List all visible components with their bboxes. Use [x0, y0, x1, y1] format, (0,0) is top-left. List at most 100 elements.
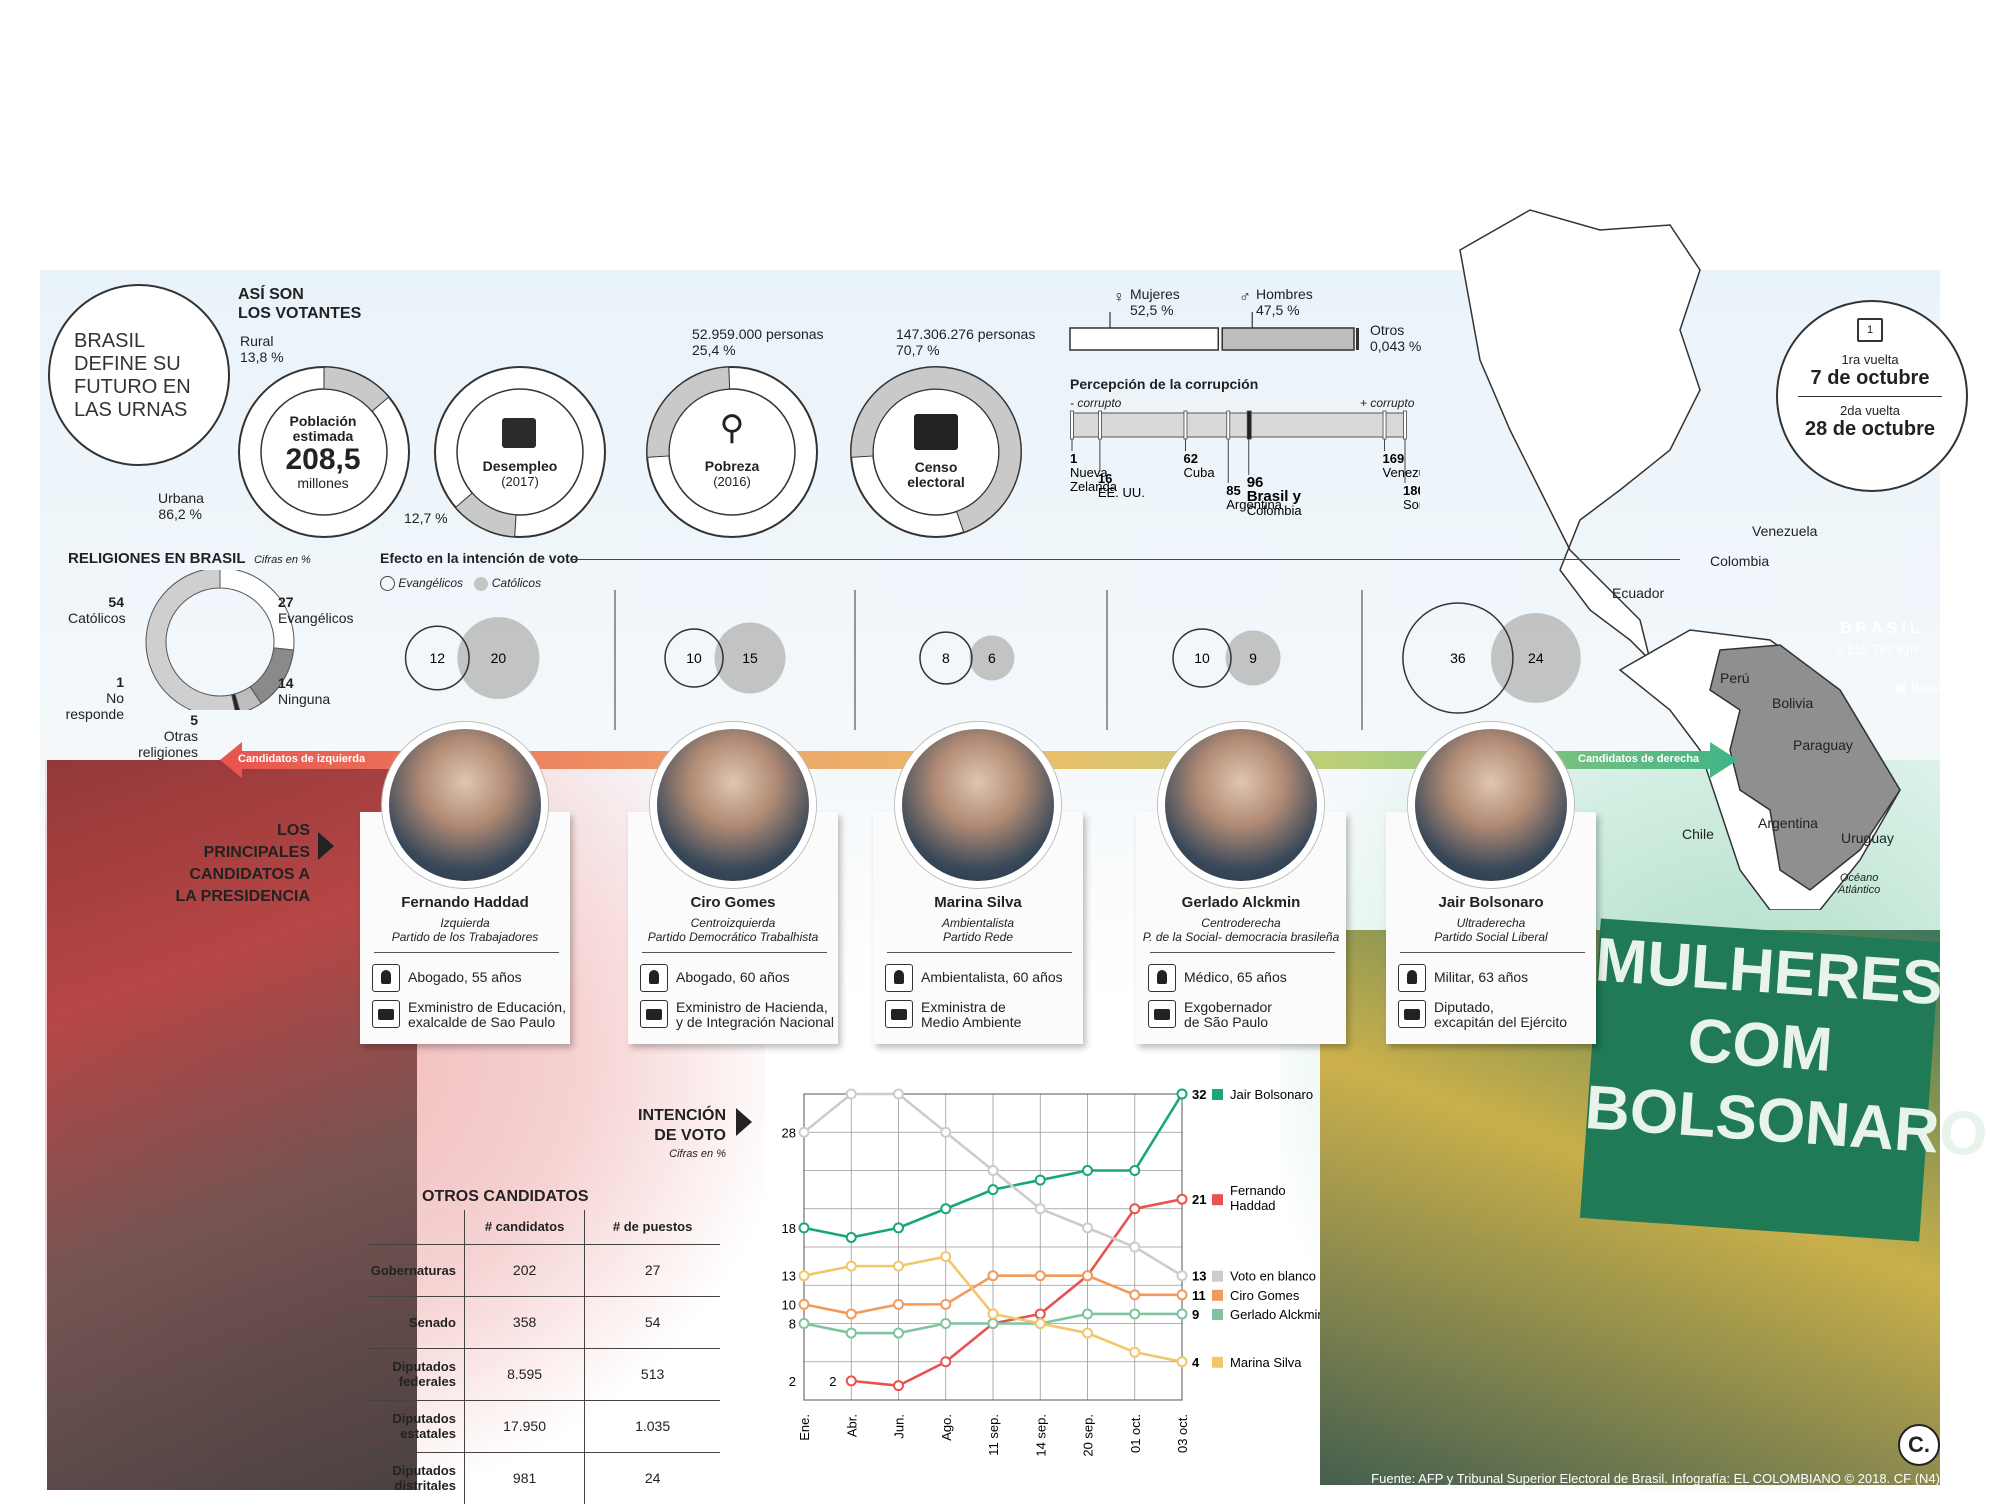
map-ocean1: Océano [1839, 872, 1879, 884]
mujeres-label-text: Mujeres [1130, 286, 1180, 302]
series-point-3 [987, 1270, 999, 1282]
table-row: Diputados estatales 17.950 1.035 [368, 1399, 720, 1452]
otros-gender-value: 0,043 % [1370, 338, 1422, 354]
evangelicos-label: Evangélicos [278, 610, 354, 626]
urbana-label: Urbana 86,2 % [158, 490, 204, 522]
chart-x-tick-label: 03 oct. [1175, 1414, 1190, 1453]
card-divider [1400, 952, 1585, 953]
candidate-card: Jair Bolsonaro Ultraderecha Partido Social… [1386, 812, 1596, 1044]
voter-stat-donuts [238, 366, 1022, 538]
series-point-0 [893, 1222, 904, 1234]
briefcase-icon [1148, 1000, 1176, 1028]
person-icon [372, 964, 400, 992]
series-point-1 [1129, 1203, 1141, 1215]
corruption-marker-4 [1246, 410, 1252, 440]
series-point-0 [1176, 1088, 1188, 1100]
censo-value: 70,7 % [896, 342, 940, 358]
voters-heading-line1: ASÍ SON [238, 286, 304, 303]
religion-evangelicos: 27 Evangélicos [278, 594, 354, 626]
religion-no-responde: 1 No responde [48, 674, 124, 722]
corruption-name-0: Nueva [1070, 465, 1108, 480]
corruption-name-2: Cuba [1183, 465, 1215, 480]
voters-heading-line2: LOS VOTANTES [238, 305, 362, 322]
series-point-5 [798, 1270, 810, 1282]
chart-y-tick-label: 10 [782, 1297, 796, 1312]
person-icon [640, 964, 668, 992]
chart-y-tick-label: 13 [782, 1269, 796, 1284]
table-row: Diputados distritales 981 24 [368, 1451, 720, 1504]
candidate-profession: Militar, 63 años [1434, 969, 1529, 985]
chart-y-tick-label: 28 [782, 1125, 796, 1140]
series-point-3 [1082, 1270, 1093, 1282]
pobreza-people-text: 52.959.000 personas [692, 326, 824, 342]
series-point-5 [940, 1251, 952, 1263]
effect-catolicos-value-4: 24 [1528, 650, 1544, 666]
series-point-5 [1034, 1318, 1046, 1329]
series-point-3 [1129, 1289, 1141, 1301]
person-icon [885, 964, 913, 992]
series-point-2 [1129, 1241, 1141, 1253]
effect-evangelicos-bubble-1 [664, 628, 724, 688]
ninguna-label: Ninguna [278, 691, 331, 707]
second-round-ord: 2da [1839, 403, 1862, 418]
censo-label1: Censo [914, 459, 958, 475]
americas-map [1459, 209, 1901, 910]
map-label-peru: Perú [1720, 670, 1750, 686]
series-point-2 [1082, 1222, 1093, 1234]
otros-puestos-cell: 54 [584, 1295, 720, 1348]
religion-catolicos: 54 Católicos [68, 594, 126, 626]
chart-title-arrow [736, 1108, 752, 1136]
series-point-5 [845, 1260, 857, 1272]
series-point-0 [1034, 1174, 1046, 1186]
series-point-4 [940, 1318, 952, 1329]
corruption-marker-6 [1403, 410, 1407, 440]
urbana-value: 86,2 % [158, 506, 202, 522]
rural-label: Rural 13,8 % [240, 333, 284, 365]
mujeres-label: Mujeres 52,5 % [1130, 286, 1180, 318]
arrow-right-label: Candidatos de derecha [1578, 753, 1700, 765]
pobreza-label: Pobreza [704, 458, 760, 474]
candidate-profession: Médico, 65 años [1184, 969, 1287, 985]
corruption-name2-0: Zelanda [1070, 479, 1118, 494]
second-round-label: vuelta [1865, 403, 1901, 418]
urbana-label-text: Urbana [158, 490, 204, 506]
title-line3: FUTURO EN [74, 376, 191, 398]
effect-evangelicos-value-0: 12 [430, 650, 446, 666]
desempleo-center: Desempleo (2017) [460, 458, 580, 489]
chart-frame [803, 1093, 1183, 1401]
effect-catolicos-value-2: 6 [988, 650, 996, 666]
series-point-5 [1176, 1356, 1188, 1368]
candidates-heading-arrow [318, 832, 334, 860]
chart-y-tick-label: 2 [789, 1374, 796, 1389]
candidate-name: Marina Silva [934, 894, 1022, 911]
candidates-heading-line3: LA PRESIDENCIA [175, 888, 310, 905]
hombres-label: Hombres 47,5 % [1256, 286, 1313, 318]
series-point-1 [845, 1375, 857, 1387]
hombres-value: 47,5 % [1256, 302, 1300, 318]
candidate-party: Partido de los Trabajadores [391, 930, 539, 944]
otros-candidatos-cell: 17.950 [463, 1399, 585, 1452]
series-point-4 [1176, 1308, 1188, 1320]
otros-candidatos-cell: 202 [463, 1243, 585, 1296]
series-point-0 [1129, 1165, 1141, 1176]
effect-catolicos-bubble-4 [1490, 613, 1581, 703]
effect-catolicos-bubble-0 [457, 617, 540, 699]
north-america-outline [1459, 209, 1701, 663]
series-legend-label-4: Gerlado Alckmin [1230, 1307, 1320, 1322]
catolicos-value: 54 [108, 594, 124, 610]
candidate-career-line2: de São Paulo [1184, 1014, 1269, 1030]
series-point-4 [893, 1327, 904, 1339]
haddad-start-label: 2 [829, 1374, 836, 1389]
series-point-5 [987, 1308, 999, 1320]
effect-legend: Evangélicos Católicos [380, 576, 541, 592]
censo-people: 147.306.276 personas 70,7 % [896, 326, 1035, 358]
map-label-paraguay: Paraguay [1793, 737, 1853, 753]
briefcase-icon [640, 1000, 668, 1028]
map-label-argentina: Argentina [1758, 815, 1818, 831]
first-round-ord: 1ra [1841, 352, 1861, 367]
otros-candidatos-cell: 981 [463, 1451, 585, 1504]
candidate-photo [382, 722, 548, 888]
map-capital: ▣ Brasilia [1895, 680, 1954, 695]
desempleo-label: Desempleo [482, 458, 558, 474]
